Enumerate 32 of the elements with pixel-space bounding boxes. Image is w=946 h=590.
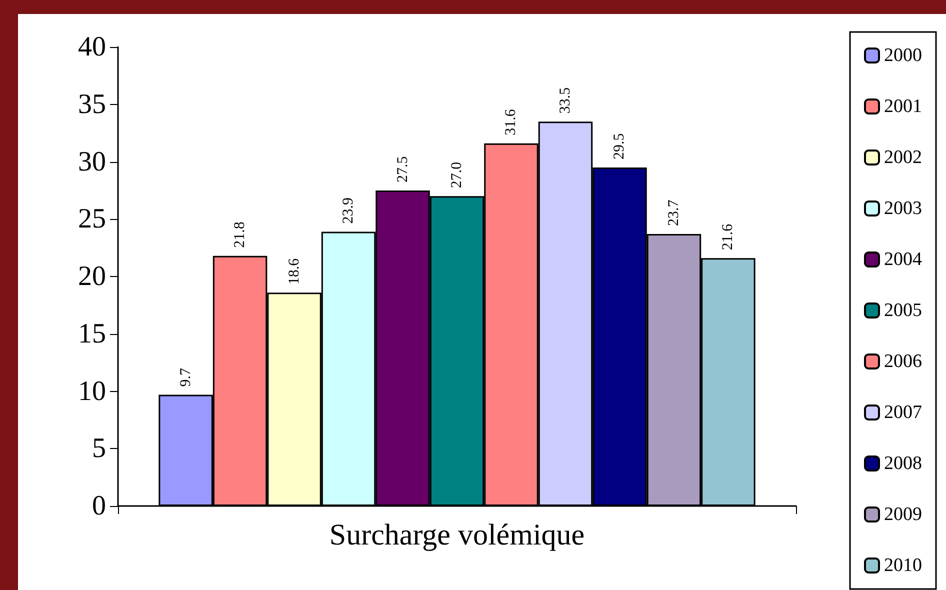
legend-label: 2006 (884, 351, 922, 372)
data-label: 31.6 (503, 108, 520, 136)
data-label: 21.8 (232, 222, 248, 248)
legend-label: 2004 (884, 249, 922, 270)
legend-label: 2001 (884, 96, 922, 117)
legend-label: 2009 (884, 504, 922, 525)
y-tick-label: 30 (78, 146, 106, 178)
data-label: 27.5 (394, 156, 411, 182)
data-label: 29.5 (612, 133, 628, 160)
legend-label: 2002 (884, 147, 922, 168)
y-tick-label: 15 (78, 318, 106, 350)
y-tick-label: 25 (78, 204, 106, 235)
y-tick-label: 35 (78, 88, 106, 120)
x-tick-label: Surcharge volémique (329, 518, 585, 552)
legend-label: 2007 (884, 402, 922, 423)
legend-label: 2005 (884, 300, 922, 321)
legend-label: 2000 (884, 45, 922, 66)
data-label: 23.9 (340, 197, 357, 224)
data-label: 33.5 (557, 87, 574, 114)
legend-label: 2003 (884, 198, 922, 219)
legend-label: 2010 (884, 555, 922, 576)
data-label: 18.6 (286, 258, 302, 285)
y-tick-label: 20 (78, 261, 106, 292)
data-label: 23.7 (666, 199, 682, 226)
y-tick-label: 0 (92, 490, 106, 522)
data-label: 27.0 (449, 162, 465, 188)
y-tick-label: 40 (78, 32, 106, 62)
data-label: 9.7 (178, 367, 194, 387)
y-tick-label: 5 (92, 433, 106, 464)
y-tick-label: 10 (78, 376, 106, 407)
legend-label: 2008 (884, 453, 922, 474)
data-label: 21.6 (720, 223, 736, 250)
